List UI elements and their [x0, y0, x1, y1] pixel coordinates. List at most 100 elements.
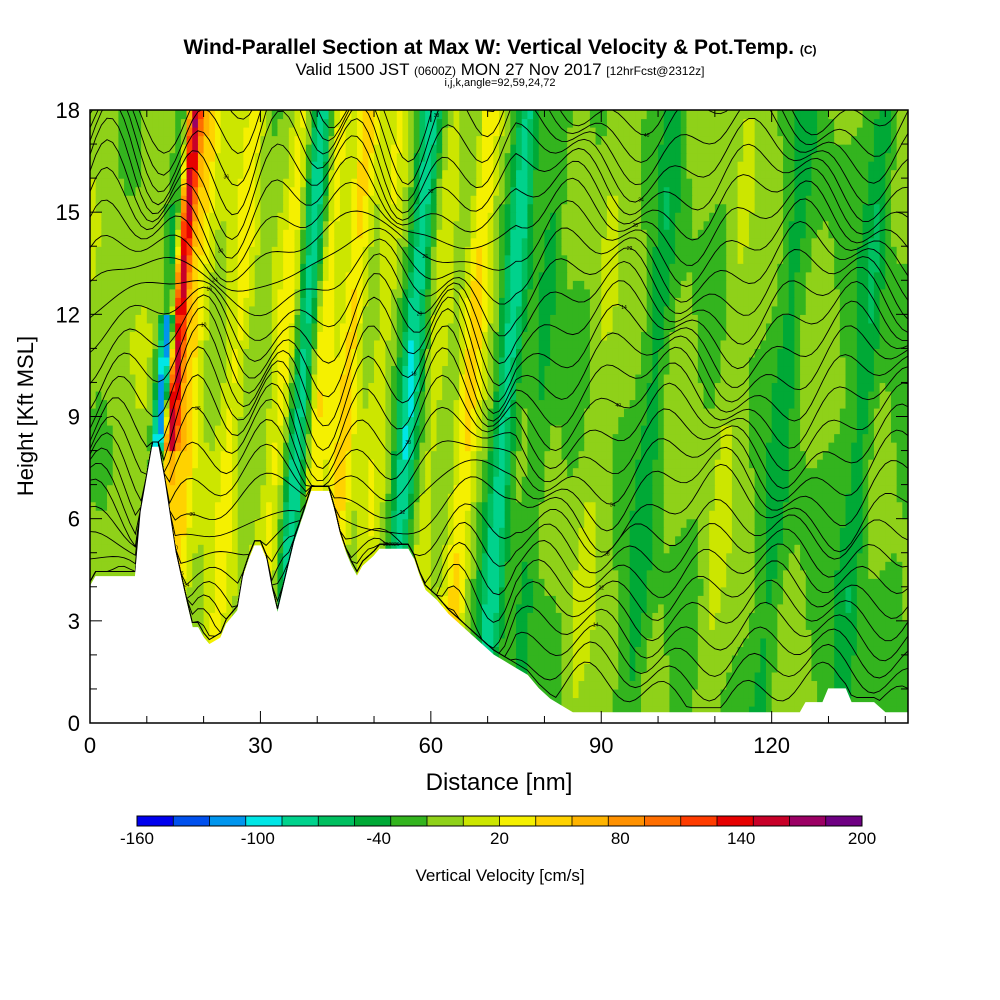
valid-prefix: Valid 1500 JST — [295, 60, 410, 79]
isentrope-line — [90, 117, 908, 241]
colorbar-swatch — [753, 816, 790, 826]
isentrope-label: 28 — [633, 223, 639, 229]
isentrope-line — [90, 441, 908, 598]
isentrope-line — [90, 294, 908, 402]
isentrope-label: 38 — [405, 440, 411, 446]
chart-subtitle: Valid 1500 JST (0600Z) MON 27 Nov 2017 [… — [0, 60, 1000, 80]
isentrope-label: 32 — [400, 510, 406, 516]
isentrope-label: 40 — [616, 403, 622, 409]
y-tick-label: 18 — [56, 98, 80, 123]
isentrope-label: 26 — [394, 542, 400, 548]
x-tick-label: 60 — [419, 733, 443, 758]
y-tick-label: 6 — [68, 507, 80, 532]
colorbar-swatch — [282, 816, 319, 826]
terrain — [90, 446, 908, 723]
colorbar: -160 -100 -40 20 80 140 200 — [120, 815, 876, 848]
valid-utc: (0600Z) — [413, 64, 456, 78]
isentrope-line — [90, 441, 908, 553]
colorbar-swatch — [209, 816, 247, 826]
isentrope-label: 36 — [224, 174, 230, 180]
colorbar-swatch — [173, 816, 210, 826]
colorbar-swatch — [390, 816, 428, 826]
isentrope-label: 10 — [201, 323, 207, 329]
isentrope-line — [90, 398, 908, 503]
colorbar-swatch — [354, 816, 392, 826]
colorbar-tick-label: -160 — [120, 829, 154, 848]
colorbar-label: Vertical Velocity [cm/s] — [415, 866, 584, 885]
valid-date: MON 27 Nov 2017 — [460, 60, 602, 79]
colorbar-tick-label: 20 — [490, 829, 509, 848]
colorbar-swatch — [499, 816, 537, 826]
colorbar-swatch — [535, 816, 573, 826]
colorbar-swatch — [245, 816, 283, 826]
x-tick-label: 0 — [84, 733, 96, 758]
isentrope-label: 34 — [638, 197, 644, 203]
isentrope-label: 26 — [422, 254, 428, 260]
y-tick-label: 15 — [56, 200, 80, 225]
isentrope-label: 40 — [644, 133, 650, 139]
isentrope-label: 24 — [212, 278, 218, 284]
y-axis-label: Height [Kft MSL] — [13, 336, 38, 496]
colorbar-swatch — [680, 816, 718, 826]
isentrope-line — [90, 441, 908, 560]
colorbar-tick-label: 200 — [848, 829, 876, 848]
isentrope-line — [90, 273, 908, 387]
isentrope-line — [90, 238, 908, 337]
x-tick-label: 30 — [248, 733, 272, 758]
colorbar-swatch — [572, 816, 609, 826]
x-tick-label: 120 — [753, 733, 790, 758]
y-tick-label: 9 — [68, 405, 80, 430]
isentrope-line — [90, 374, 908, 482]
isentrope-label: 30 — [218, 249, 224, 255]
isentrope-label: 34 — [610, 502, 616, 508]
y-tick-label: 0 — [68, 711, 80, 736]
isentrope-line — [90, 253, 908, 365]
colorbar-swatch — [717, 816, 754, 826]
isentrope-label: 30 — [190, 512, 196, 518]
x-axis-label: Distance [nm] — [426, 769, 573, 796]
colorbar-swatch — [825, 816, 863, 826]
colorbar-tick-label: -100 — [241, 829, 275, 848]
isentrope-line — [90, 324, 908, 451]
isentrope-line — [90, 419, 908, 517]
isentrope-line — [90, 198, 908, 288]
isentrope-line — [90, 221, 908, 305]
isentrope-label: 20 — [388, 542, 394, 548]
isentrope-label: 22 — [627, 246, 633, 252]
isentrope-label: 14 — [621, 305, 627, 311]
isentrope-label: 18 — [383, 542, 389, 548]
colorbar-swatch — [427, 816, 464, 826]
colorbar-tick-label: 140 — [727, 829, 755, 848]
section-params: i,j,k,angle=92,59,24,72 — [444, 77, 556, 89]
colorbar-swatch — [318, 816, 355, 826]
y-tick-label: 12 — [56, 302, 80, 327]
x-tick-label: 90 — [589, 733, 613, 758]
isentrope-label: 22 — [599, 586, 605, 592]
isentrope-label: 20 — [417, 312, 423, 318]
forecast-label: [12hrFcst@2312z] — [606, 64, 705, 78]
isentrope-line — [90, 166, 908, 273]
colorbar-tick-label: 80 — [611, 829, 630, 848]
isentrope-line — [90, 346, 908, 470]
isentrope-label: 24 — [184, 583, 190, 589]
isentrope-line — [90, 441, 908, 584]
title-main: Wind-Parallel Section at Max W: Vertical… — [183, 36, 794, 59]
isentrope-label: 38 — [434, 113, 440, 119]
isentrope-line — [90, 441, 908, 536]
isentrope-line — [90, 110, 908, 186]
isentrope-line — [90, 110, 908, 216]
isentrope-line — [90, 139, 908, 259]
isentrope-label: 16 — [207, 287, 213, 293]
title-copyright: (C) — [799, 43, 817, 57]
colorbar-swatch — [644, 816, 682, 826]
isentrope-label: 32 — [428, 189, 434, 195]
colorbar-tick-label: -40 — [366, 829, 391, 848]
colorbar-swatch — [137, 816, 174, 826]
isentrope-label: 28 — [604, 551, 610, 557]
isentrope-label: 14 — [593, 623, 599, 629]
y-tick-label: 3 — [68, 609, 80, 634]
isentrope-line — [90, 441, 908, 623]
